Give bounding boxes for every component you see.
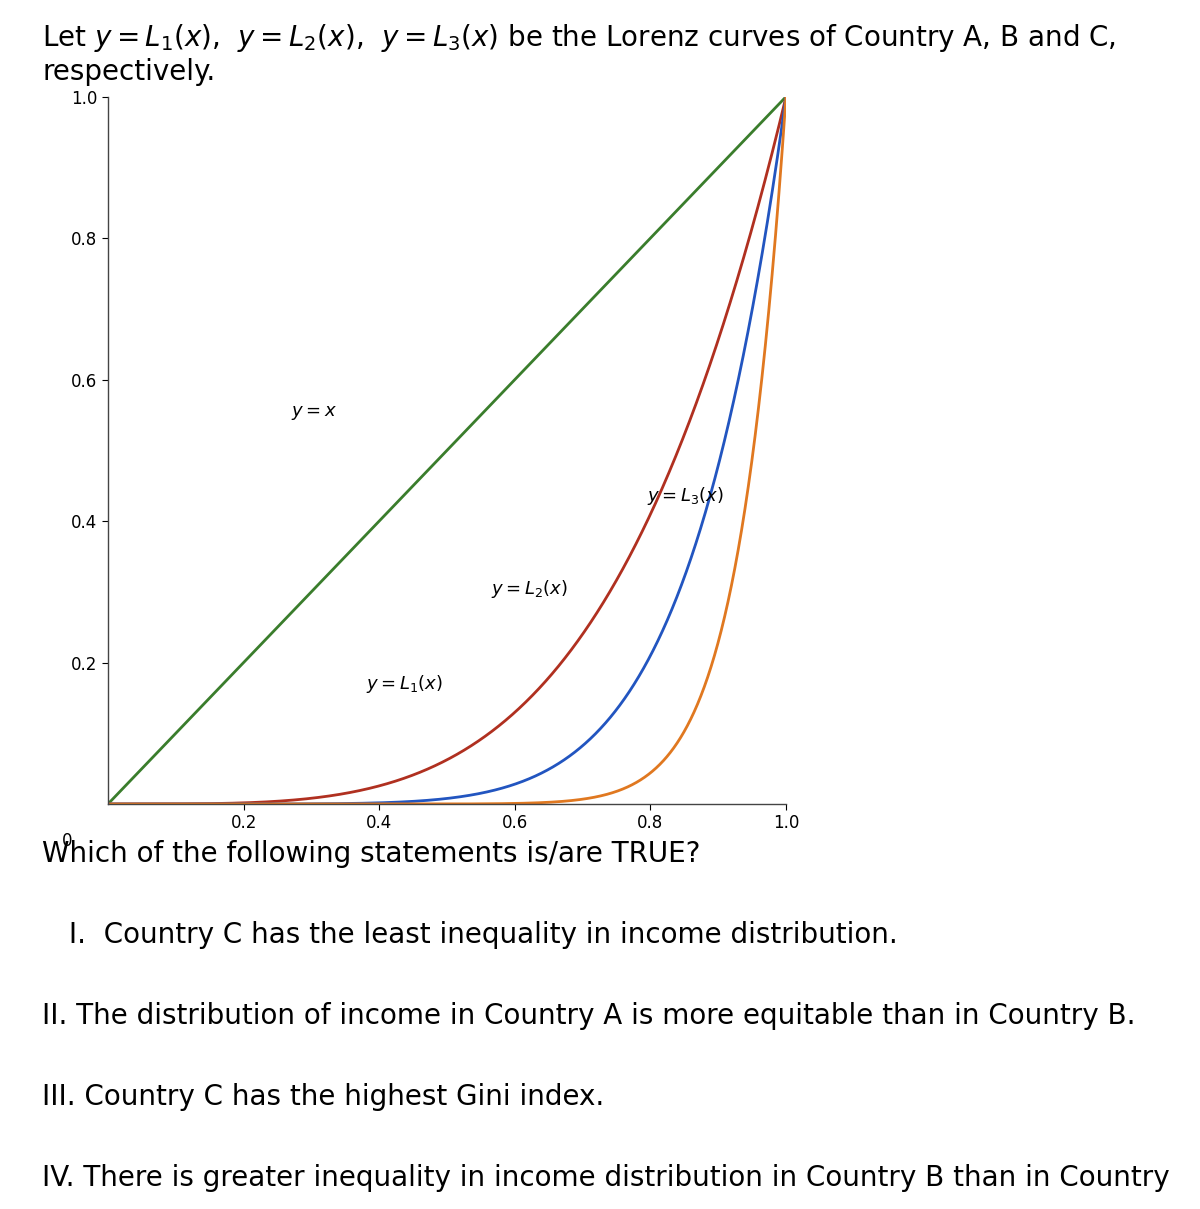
Text: $y = L_1(x)$: $y = L_1(x)$ [366,673,443,695]
Text: $y = x$: $y = x$ [292,404,337,422]
Text: $y = L_2(x)$: $y = L_2(x)$ [491,578,568,600]
Text: I.  Country C has the least inequality in income distribution.: I. Country C has the least inequality in… [60,921,898,949]
Text: Let $y = L_1(x)$,  $y = L_2(x)$,  $y = L_3(x)$ be the Lorenz curves of Country A: Let $y = L_1(x)$, $y = L_2(x)$, $y = L_3… [42,22,1116,53]
Text: II. The distribution of income in Country A is more equitable than in Country B.: II. The distribution of income in Countr… [42,1002,1135,1030]
Text: Which of the following statements is/are TRUE?: Which of the following statements is/are… [42,840,701,868]
Text: IV. There is greater inequality in income distribution in Country B than in Coun: IV. There is greater inequality in incom… [42,1164,1170,1192]
Text: III. Country C has the highest Gini index.: III. Country C has the highest Gini inde… [42,1083,605,1111]
Text: $y = L_3(x)$: $y = L_3(x)$ [647,485,724,507]
Text: 0: 0 [62,832,72,850]
Text: respectively.: respectively. [42,58,215,86]
